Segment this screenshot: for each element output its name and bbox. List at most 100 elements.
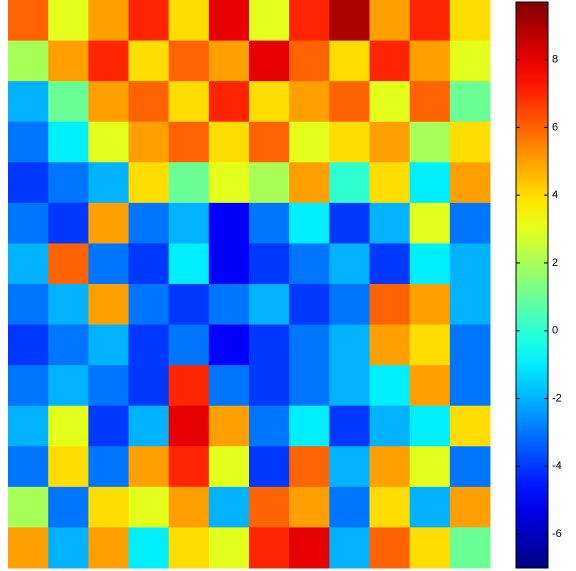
heatmap-cell <box>88 284 129 326</box>
heatmap-cell <box>249 121 290 163</box>
colorbar-tick-label: -2 <box>552 392 562 404</box>
heatmap-cell <box>289 40 330 82</box>
heatmap-cell <box>8 202 49 244</box>
colorbar-tick-label: 4 <box>552 189 558 201</box>
heatmap-cell <box>128 527 170 569</box>
heatmap-cell <box>128 446 170 488</box>
heatmap-cell <box>329 0 370 42</box>
heatmap-cell <box>249 243 290 285</box>
heatmap-cell <box>249 446 290 488</box>
heatmap-cell <box>48 162 89 204</box>
heatmap-cell <box>249 162 290 204</box>
heatmap-cell <box>88 202 129 244</box>
heatmap-cell <box>168 81 210 123</box>
heatmap-cell <box>409 365 451 407</box>
heatmap-cell <box>289 121 330 163</box>
heatmap-cell <box>449 486 491 528</box>
heatmap-cell <box>48 365 89 407</box>
heatmap-cell <box>48 81 89 123</box>
heatmap-cell <box>8 81 49 123</box>
heatmap-cell <box>409 527 451 569</box>
heatmap-cell <box>369 81 411 123</box>
heatmap-cell <box>8 365 49 407</box>
heatmap-cell <box>128 0 170 42</box>
heatmap-cell <box>369 446 411 488</box>
heatmap-cell <box>168 0 210 42</box>
heatmap-cell <box>168 243 210 285</box>
heatmap-cell <box>289 162 330 204</box>
heatmap-cell <box>289 202 330 244</box>
heatmap-cell <box>88 486 129 528</box>
heatmap-cell <box>8 486 49 528</box>
heatmap-cell <box>249 81 290 123</box>
heatmap-cell <box>128 365 170 407</box>
heatmap-cell <box>369 202 411 244</box>
heatmap-cell <box>208 162 250 204</box>
heatmap-cell <box>289 527 330 569</box>
heatmap-cell <box>249 284 290 326</box>
heatmap-cell <box>168 121 210 163</box>
heatmap-cell <box>208 243 250 285</box>
heatmap-cell <box>88 81 129 123</box>
heatmap-cell <box>8 405 49 447</box>
heatmap-cell <box>409 324 451 366</box>
heatmap-cell <box>208 446 250 488</box>
heatmap-cell <box>168 446 210 488</box>
heatmap-cell <box>289 324 330 366</box>
heatmap-cell <box>168 486 210 528</box>
heatmap-cell <box>8 324 49 366</box>
heatmap-cell <box>329 121 370 163</box>
heatmap-cell <box>208 527 250 569</box>
heatmap-cell <box>88 0 129 42</box>
heatmap-cell <box>88 162 129 204</box>
heatmap-cell <box>369 486 411 528</box>
heatmap-cell <box>329 324 370 366</box>
heatmap-cell <box>289 446 330 488</box>
heatmap-cell <box>128 243 170 285</box>
heatmap-cell <box>409 446 451 488</box>
heatmap-cell <box>329 365 370 407</box>
heatmap-cell <box>369 405 411 447</box>
heatmap-cell <box>289 365 330 407</box>
heatmap-cell <box>128 40 170 82</box>
heatmap-cell <box>88 405 129 447</box>
colorbar-tick-label: 8 <box>552 54 558 66</box>
heatmap-cell <box>208 486 250 528</box>
heatmap-cell <box>88 243 129 285</box>
heatmap-cell <box>249 486 290 528</box>
heatmap-cell <box>208 324 250 366</box>
heatmap-cell <box>208 40 250 82</box>
heatmap-cell <box>208 284 250 326</box>
heatmap-cell <box>128 81 170 123</box>
heatmap-cell <box>329 284 370 326</box>
heatmap <box>8 0 491 569</box>
heatmap-cell <box>449 40 491 82</box>
heatmap-cell <box>409 40 451 82</box>
heatmap-cell <box>449 446 491 488</box>
heatmap-cell <box>369 162 411 204</box>
heatmap-cell <box>128 284 170 326</box>
colorbar <box>515 1 549 569</box>
heatmap-cell <box>409 0 451 42</box>
heatmap-cell <box>168 527 210 569</box>
heatmap-cell <box>8 162 49 204</box>
heatmap-cell <box>48 446 89 488</box>
heatmap-cell <box>369 243 411 285</box>
heatmap-cell <box>128 324 170 366</box>
heatmap-cell <box>48 202 89 244</box>
heatmap-cell <box>289 81 330 123</box>
heatmap-cell <box>88 121 129 163</box>
heatmap-cell <box>369 121 411 163</box>
heatmap-cell <box>449 284 491 326</box>
heatmap-cell <box>369 365 411 407</box>
colorbar-tick-label: 2 <box>552 257 558 269</box>
heatmap-cell <box>409 121 451 163</box>
heatmap-cell <box>369 0 411 42</box>
heatmap-cell <box>8 0 49 42</box>
heatmap-cell <box>249 40 290 82</box>
colorbar-tick-label: 6 <box>552 121 558 133</box>
heatmap-cell <box>208 405 250 447</box>
heatmap-cell <box>329 40 370 82</box>
heatmap-cell <box>208 121 250 163</box>
